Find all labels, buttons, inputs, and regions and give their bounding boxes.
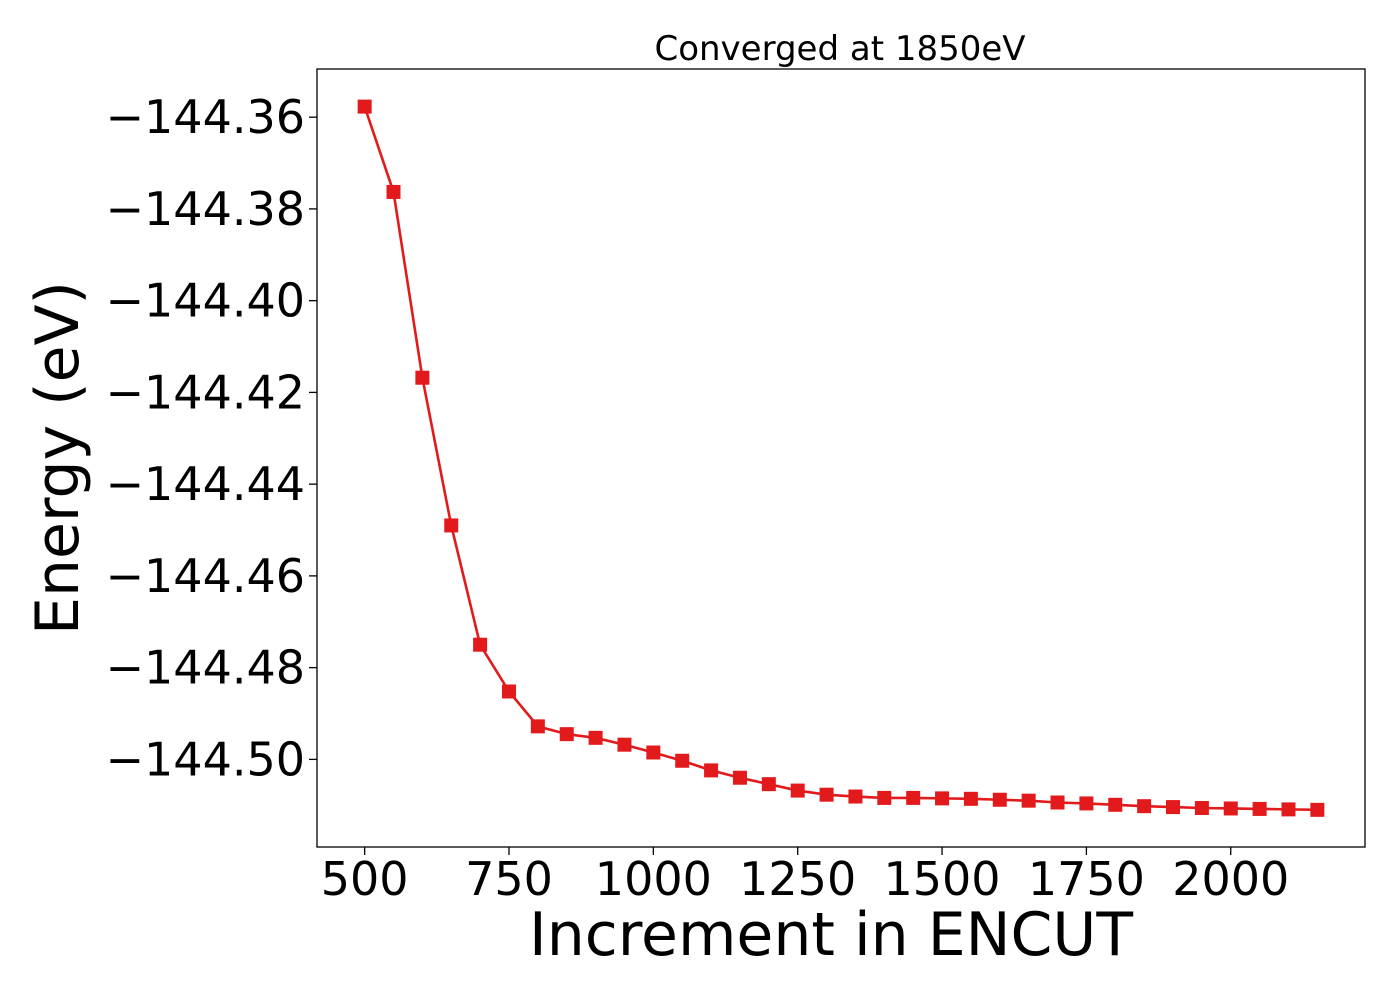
x-tick-label: 500 (321, 852, 409, 906)
data-point-marker (1137, 799, 1152, 814)
data-point-marker (588, 730, 603, 745)
data-point-marker (1194, 801, 1209, 816)
x-tick-label: 750 (465, 852, 553, 906)
x-tick-label: 1250 (739, 852, 856, 906)
y-tick-label: −144.38 (106, 182, 306, 236)
y-tick-label: −144.50 (106, 732, 306, 786)
plot-area-frame (316, 68, 1366, 848)
data-point-marker (386, 184, 401, 199)
data-point-marker (617, 737, 632, 752)
data-point-marker (819, 787, 834, 802)
data-point-marker (530, 719, 545, 734)
data-point-marker (1108, 797, 1123, 812)
series-layer (357, 99, 1325, 817)
x-axis-title: Increment in ENCUT (529, 900, 1133, 970)
data-point-marker (877, 790, 892, 805)
data-point-marker (1166, 800, 1181, 815)
data-point-marker (1252, 801, 1267, 816)
data-point-marker (501, 684, 516, 699)
data-point-marker (1021, 793, 1036, 808)
x-tick-label: 1750 (1028, 852, 1145, 906)
chart-title: Converged at 1850eV (654, 29, 1025, 69)
y-tick-label: −144.48 (106, 641, 306, 695)
x-tick-label: 1000 (595, 852, 712, 906)
data-point-marker (732, 770, 747, 785)
data-point-marker (963, 791, 978, 806)
data-point-marker (444, 518, 459, 533)
data-point-marker (906, 790, 921, 805)
y-tick-label: −144.40 (106, 274, 306, 328)
data-point-marker (790, 783, 805, 798)
data-point-marker (704, 763, 719, 778)
y-tick-label: −144.44 (106, 457, 306, 511)
data-point-marker (761, 777, 776, 792)
data-point-marker (935, 791, 950, 806)
data-point-marker (675, 753, 690, 768)
data-point-marker (1281, 802, 1296, 817)
data-point-marker (1223, 801, 1238, 816)
data-point-marker (992, 792, 1007, 807)
data-point-marker (848, 789, 863, 804)
data-point-marker (646, 745, 661, 760)
data-point-marker (1050, 795, 1065, 810)
data-point-marker (473, 637, 488, 652)
x-tick-label: 2000 (1172, 852, 1289, 906)
data-point-marker (357, 99, 372, 114)
y-tick-label: −144.36 (106, 90, 306, 144)
data-point-marker (415, 370, 430, 385)
data-point-marker (1079, 796, 1094, 811)
series-line (363, 106, 1318, 812)
data-point-marker (559, 727, 574, 742)
x-axis: 500 750 1000 1250 1500 1750 2000 (321, 847, 1289, 906)
x-tick-label: 1500 (884, 852, 1001, 906)
y-axis-title: Energy (eV) (23, 281, 93, 635)
y-tick-label: −144.42 (106, 365, 306, 419)
y-tick-label: −144.46 (106, 549, 306, 603)
data-point-marker (1310, 802, 1325, 817)
y-axis: −144.36 −144.38 −144.40 −144.42 −144.44 −144.… (106, 90, 317, 786)
